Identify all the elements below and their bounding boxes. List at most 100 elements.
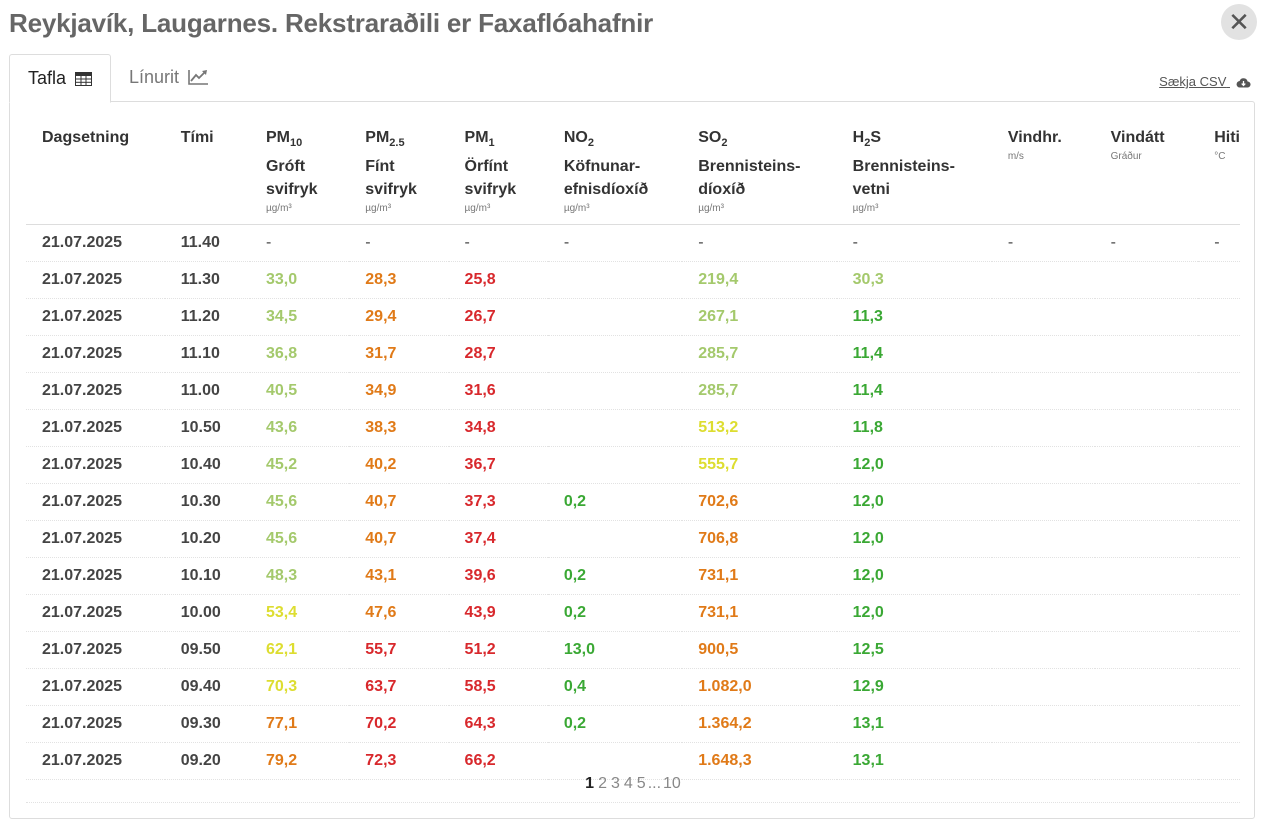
- cell-h2s: 13,1: [836, 705, 992, 743]
- cell-pm1: 37,4: [448, 520, 548, 558]
- cell-pm10: -: [249, 224, 350, 262]
- cell-wind_dir: [1094, 520, 1199, 558]
- cell-wind_dir: [1094, 705, 1199, 743]
- column-header-no2: NO2 Köfnunar- efnisdíoxíð µg/m³: [547, 116, 683, 225]
- column-header-time: Tími: [164, 116, 250, 225]
- cell-wind_speed: [991, 409, 1095, 447]
- cell-pm25: 47,6: [349, 594, 449, 632]
- cell-temp: [1198, 594, 1240, 632]
- cell-wind_speed: [991, 520, 1095, 558]
- cell-time: 09.20: [164, 742, 250, 780]
- cell-date: 21.07.2025: [26, 483, 165, 521]
- cell-pm10: 34,5: [249, 298, 350, 336]
- page-link[interactable]: 1: [585, 775, 595, 792]
- cell-temp: [1198, 520, 1240, 558]
- column-header-pm25: PM2.5 Fínt svifryk µg/m³: [349, 116, 449, 225]
- cell-wind_speed: [991, 742, 1095, 780]
- cell-temp: [1198, 409, 1240, 447]
- cell-so2: 285,7: [682, 335, 837, 373]
- table-row: 21.07.2025 09.40 70,3 63,7 58,5 0,4 1.082,0 12,…: [26, 668, 1240, 706]
- cell-h2s: 12,0: [836, 594, 992, 632]
- cell-so2: 285,7: [682, 372, 837, 410]
- column-unit: µg/m³: [464, 203, 491, 214]
- cell-no2: [547, 742, 683, 780]
- cell-date: 21.07.2025: [26, 557, 165, 595]
- cell-so2: 731,1: [682, 557, 837, 595]
- page-ellipsis: ...: [647, 775, 662, 792]
- cell-wind_speed: [991, 668, 1095, 706]
- cell-pm25: 40,2: [349, 446, 449, 484]
- cell-pm10: 45,6: [249, 520, 350, 558]
- cell-temp: [1198, 631, 1240, 669]
- table-row: 21.07.2025 11.10 36,8 31,7 28,7 285,7 11,4: [26, 335, 1240, 373]
- cell-h2s: 13,1: [836, 742, 992, 780]
- column-label: SO: [698, 129, 722, 146]
- page-link[interactable]: 5: [636, 775, 646, 792]
- cell-so2: 555,7: [682, 446, 837, 484]
- page-link[interactable]: 2: [598, 775, 607, 792]
- cell-pm10: 45,2: [249, 446, 350, 484]
- table-row: 21.07.2025 10.10 48,3 43,1 39,6 0,2 731,1 12,0: [26, 557, 1240, 595]
- column-unit: µg/m³: [852, 203, 879, 214]
- column-header-date: Dagsetning: [26, 116, 165, 225]
- line-chart-icon: [188, 70, 209, 85]
- cell-so2: 706,8: [682, 520, 837, 558]
- cell-date: 21.07.2025: [26, 335, 165, 373]
- cell-h2s: -: [836, 224, 992, 262]
- tab-table[interactable]: Tafla: [9, 54, 111, 103]
- title-bar: Reykjavík, Laugarnes. Rekstraraðili er F…: [9, 4, 1257, 42]
- table-row: 21.07.2025 11.20 34,5 29,4 26,7 267,1 11,3: [26, 298, 1240, 336]
- tab-line-chart[interactable]: Línurit: [129, 54, 209, 101]
- cell-pm10: 40,5: [249, 372, 350, 410]
- column-subscript: 2: [864, 137, 871, 149]
- column-name: Köfnunar- efnisdíoxíð: [563, 158, 649, 198]
- cell-so2: 731,1: [682, 594, 837, 632]
- page-link[interactable]: 4: [623, 775, 633, 792]
- column-header-wind_speed: Vindhr. m/s: [991, 116, 1095, 225]
- page-link[interactable]: 3: [610, 775, 620, 792]
- download-csv-link[interactable]: Sækja CSV: [1159, 74, 1251, 89]
- cell-no2: [547, 520, 683, 558]
- cell-so2: 1.648,3: [682, 742, 837, 780]
- column-subscript: 2: [721, 137, 728, 149]
- measurements-table: Dagsetning Tími PM10 Gróft svifryk µg/m³ PM2.…: [26, 116, 1240, 780]
- cell-pm10: 36,8: [249, 335, 350, 373]
- cell-pm25: 63,7: [349, 668, 449, 706]
- close-button[interactable]: ✕: [1221, 4, 1257, 40]
- column-header-temp: Hiti °C: [1198, 116, 1240, 225]
- cell-wind_dir: [1094, 335, 1199, 373]
- table-row: 21.07.2025 11.00 40,5 34,9 31,6 285,7 11,4: [26, 372, 1240, 410]
- table-row: 21.07.2025 09.20 79,2 72,3 66,2 1.648,3 13,1: [26, 742, 1240, 780]
- column-header-pm1: PM1 Örfínt svifryk µg/m³: [448, 116, 548, 225]
- cell-wind_dir: [1094, 631, 1199, 669]
- cell-date: 21.07.2025: [26, 631, 165, 669]
- column-name: Brennisteins- vetni: [852, 158, 955, 198]
- column-label: Vindátt: [1110, 129, 1165, 146]
- cell-pm25: 31,7: [349, 335, 449, 373]
- table-icon: [75, 72, 93, 86]
- cell-wind_dir: [1094, 372, 1199, 410]
- cell-h2s: 30,3: [836, 261, 992, 299]
- column-label: Hiti: [1214, 129, 1240, 146]
- column-label: PM: [265, 129, 290, 146]
- cell-time: 09.40: [164, 668, 250, 706]
- cell-wind_speed: [991, 335, 1095, 373]
- column-unit: µg/m³: [698, 203, 724, 214]
- cell-time: 10.20: [164, 520, 250, 558]
- cell-pm25: 55,7: [349, 631, 449, 669]
- cell-pm10: 43,6: [249, 409, 350, 447]
- column-label: H: [852, 129, 865, 146]
- cell-pm10: 33,0: [249, 261, 350, 299]
- cell-h2s: 11,8: [836, 409, 992, 447]
- cell-h2s: 11,3: [836, 298, 992, 336]
- column-unit: °C: [1214, 151, 1226, 162]
- cell-h2s: 12,9: [836, 668, 992, 706]
- cell-h2s: 11,4: [836, 335, 992, 373]
- cell-so2: -: [682, 224, 837, 262]
- cell-time: 11.30: [164, 261, 250, 299]
- cell-wind_dir: [1094, 409, 1199, 447]
- cell-date: 21.07.2025: [26, 446, 165, 484]
- download-csv-label: Sækja CSV: [1159, 74, 1227, 89]
- page-link-last[interactable]: 10: [663, 775, 681, 792]
- column-subscript: 1: [488, 137, 495, 149]
